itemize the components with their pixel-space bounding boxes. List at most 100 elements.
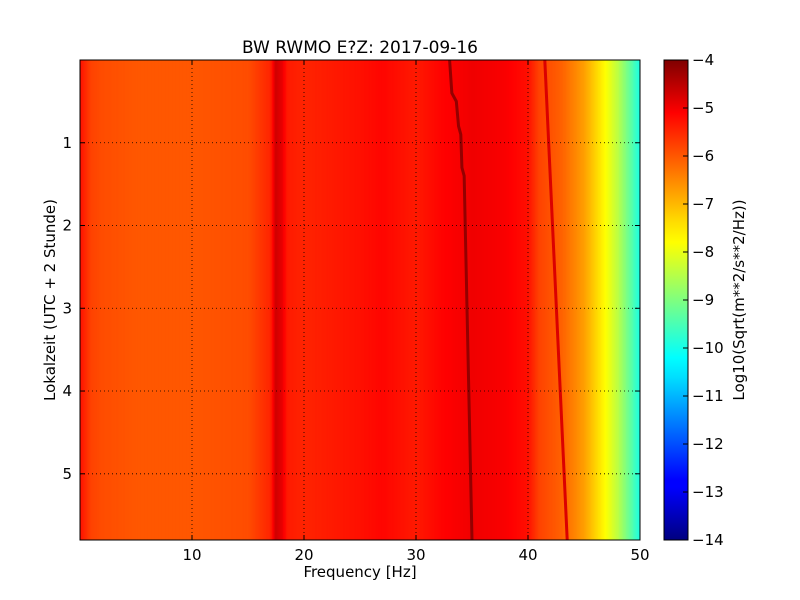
heatmap-column [402, 60, 404, 540]
heatmap-column [396, 60, 399, 540]
heatmap-column [162, 60, 165, 540]
heatmap-column [201, 60, 204, 540]
heatmap-column [316, 60, 319, 540]
heatmap-column [124, 60, 127, 540]
heatmap-column [537, 60, 540, 540]
heatmap-column [182, 60, 185, 540]
heatmap-column [304, 60, 306, 540]
heatmap-column [421, 60, 424, 540]
heatmap-column [557, 60, 560, 540]
heatmap-column [206, 60, 208, 540]
heatmap-column [521, 60, 523, 540]
heatmap-column [138, 60, 141, 540]
heatmap-column [137, 60, 140, 540]
heatmap-column [362, 60, 365, 540]
heatmap-column [325, 60, 327, 540]
heatmap-column [210, 60, 213, 540]
heatmap-column [218, 60, 221, 540]
heatmap-column [399, 60, 402, 540]
heatmap-column [577, 60, 579, 540]
heatmap-column [308, 60, 311, 540]
heatmap-column [599, 60, 602, 540]
colorbar-tick-label: −12 [692, 435, 724, 453]
heatmap-column [437, 60, 439, 540]
heatmap-column [417, 60, 420, 540]
heatmap-column [551, 60, 554, 540]
heatmap-column [542, 60, 544, 540]
heatmap-column [348, 60, 351, 540]
heatmap-column [346, 60, 348, 540]
heatmap-column [484, 60, 487, 540]
heatmap-column [112, 60, 115, 540]
heatmap-column [630, 60, 633, 540]
heatmap-column [595, 60, 598, 540]
heatmap-column [382, 60, 385, 540]
colorbar-tick-label: −11 [692, 387, 724, 405]
heatmap-column [175, 60, 178, 540]
heatmap-column [502, 60, 505, 540]
heatmap-column [474, 60, 477, 540]
heatmap-column [255, 60, 257, 540]
heatmap-column [329, 60, 332, 540]
heatmap-column [315, 60, 318, 540]
heatmap-column [236, 60, 239, 540]
heatmap-column [172, 60, 175, 540]
heatmap-column [232, 60, 235, 540]
heatmap-column [243, 60, 246, 540]
heatmap-column [367, 60, 369, 540]
heatmap-column [592, 60, 595, 540]
heatmap-column [381, 60, 383, 540]
heatmap-column [164, 60, 166, 540]
heatmap-column [602, 60, 605, 540]
heatmap-column [522, 60, 525, 540]
heatmap-column [186, 60, 189, 540]
heatmap-column [451, 60, 453, 540]
heatmap-column [607, 60, 610, 540]
heatmap-column [343, 60, 346, 540]
heatmap-column [637, 60, 640, 540]
heatmap-column [617, 60, 620, 540]
x-tick-label: 50 [630, 546, 649, 564]
heatmap-column [624, 60, 627, 540]
heatmap-column [267, 60, 270, 540]
heatmap-column [365, 60, 368, 540]
heatmap-column [87, 60, 89, 540]
heatmap-column [140, 60, 143, 540]
heatmap-column [413, 60, 416, 540]
heatmap-column [619, 60, 621, 540]
heatmap-column [605, 60, 607, 540]
heatmap-column [371, 60, 374, 540]
heatmap-column [294, 60, 297, 540]
heatmap-column [467, 60, 470, 540]
heatmap-column [480, 60, 483, 540]
x-axis-label: Frequency [Hz] [303, 563, 416, 581]
x-tick-label: 10 [182, 546, 201, 564]
colorbar-tick-label: −9 [692, 291, 714, 309]
heatmap-column [606, 60, 609, 540]
heatmap-column [141, 60, 144, 540]
heatmap-column [214, 60, 217, 540]
colorbar-tick-label: −10 [692, 339, 724, 357]
heatmap-column [197, 60, 200, 540]
heatmap-column [565, 60, 568, 540]
heatmap-column [458, 60, 460, 540]
heatmap-column [397, 60, 400, 540]
heatmap-column [192, 60, 194, 540]
heatmap-column [215, 60, 218, 540]
heatmap-column [425, 60, 428, 540]
heatmap-column [579, 60, 582, 540]
heatmap-column [357, 60, 360, 540]
heatmap-column [144, 60, 147, 540]
heatmap-column [113, 60, 116, 540]
heatmap-column [469, 60, 472, 540]
heatmap-column [305, 60, 308, 540]
heatmap-column [420, 60, 423, 540]
heatmap-column [385, 60, 388, 540]
heatmap-column [558, 60, 561, 540]
heatmap-column [297, 60, 299, 540]
heatmap-column [388, 60, 390, 540]
heatmap-column [547, 60, 550, 540]
heatmap-column [101, 60, 103, 540]
heatmap-column [245, 60, 248, 540]
heatmap-column [549, 60, 551, 540]
